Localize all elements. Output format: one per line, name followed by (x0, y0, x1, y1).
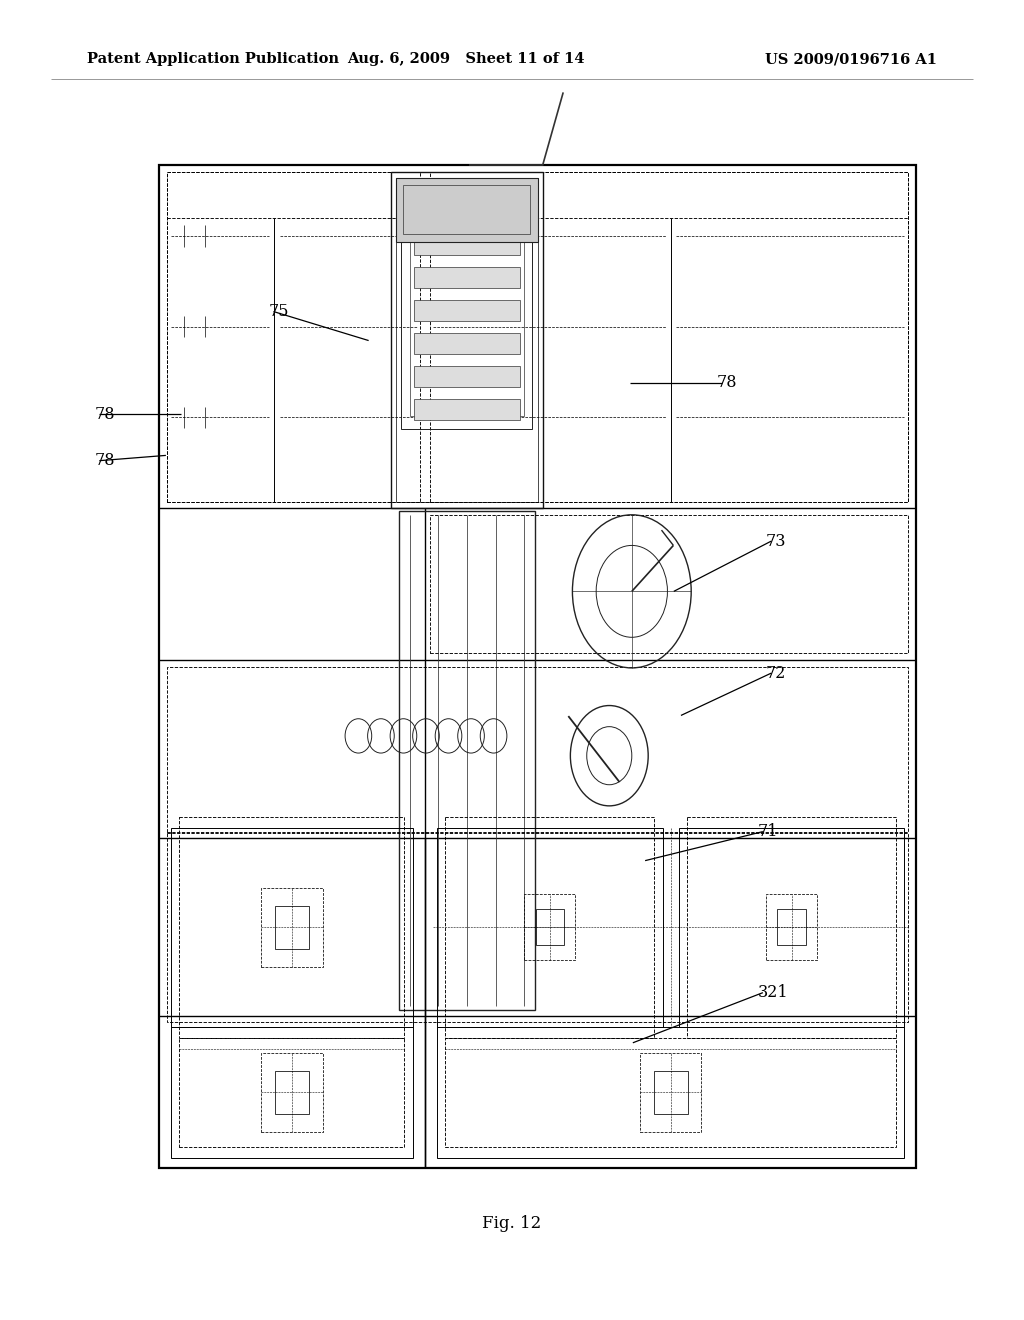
Text: 78: 78 (717, 375, 737, 391)
Text: US 2009/0196716 A1: US 2009/0196716 A1 (765, 53, 937, 66)
Text: 71: 71 (758, 824, 778, 840)
Text: 78: 78 (94, 407, 115, 422)
Text: 72: 72 (766, 665, 786, 681)
Text: 321: 321 (758, 985, 788, 1001)
Polygon shape (414, 234, 520, 255)
Text: Aug. 6, 2009   Sheet 11 of 14: Aug. 6, 2009 Sheet 11 of 14 (347, 53, 585, 66)
Polygon shape (414, 399, 520, 420)
Polygon shape (414, 300, 520, 321)
Text: 73: 73 (766, 533, 786, 549)
Text: 78: 78 (94, 453, 115, 469)
Text: Fig. 12: Fig. 12 (482, 1216, 542, 1232)
Polygon shape (414, 267, 520, 288)
Text: Patent Application Publication: Patent Application Publication (87, 53, 339, 66)
Text: 75: 75 (268, 304, 289, 319)
Polygon shape (396, 178, 538, 242)
Polygon shape (414, 366, 520, 387)
Polygon shape (414, 333, 520, 354)
